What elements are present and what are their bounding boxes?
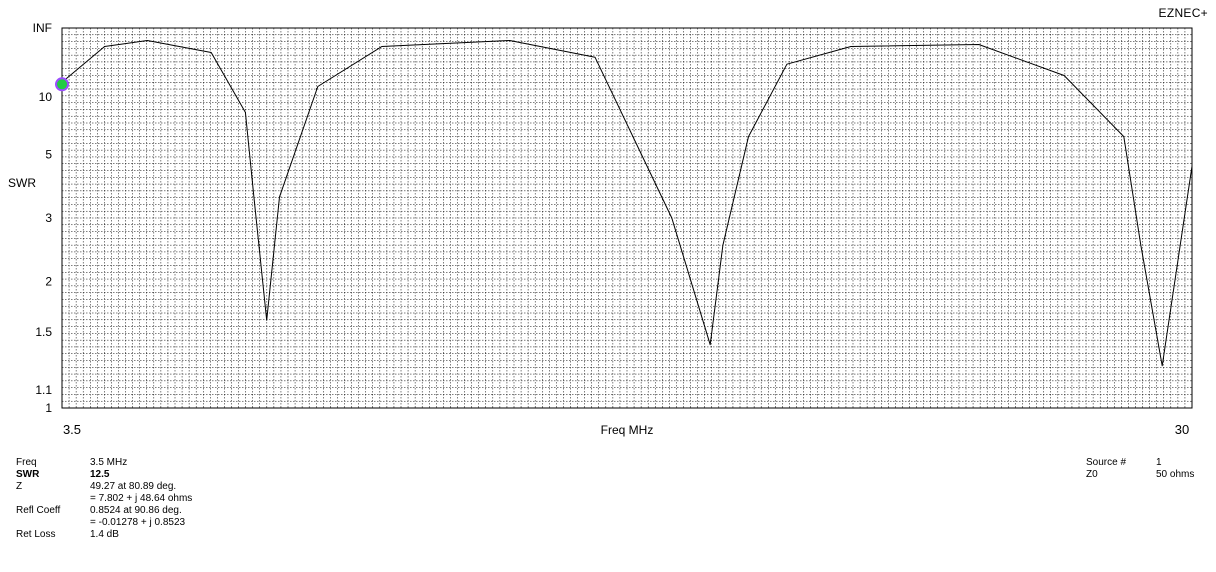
readout-panel-left: Freq 3.5 MHz SWR 12.5 Z 49.27 at 80.89 d… bbox=[16, 457, 336, 567]
refl-value: 0.8524 at 90.86 deg. bbox=[90, 505, 182, 516]
z-value: 49.27 at 80.89 deg. bbox=[90, 481, 177, 492]
app-title: EZNEC+ bbox=[1158, 6, 1208, 20]
y-tick-label: 5 bbox=[45, 148, 52, 162]
y-tick-label: 2 bbox=[45, 274, 52, 288]
swr-series-line bbox=[61, 40, 1193, 367]
refl-label: Refl Coeff bbox=[16, 505, 61, 516]
z0-label: Z0 bbox=[1086, 469, 1098, 480]
z-label: Z bbox=[16, 481, 23, 492]
y-tick-label: 1.5 bbox=[35, 325, 52, 339]
plot-frame bbox=[61, 27, 1193, 409]
swr-chart: INF 10 5 3 2 1.5 1.1 1 3.5 30 SWR Freq MHz bbox=[8, 21, 1193, 437]
y-tick-label: 1 bbox=[45, 401, 52, 415]
chart-grid bbox=[62, 28, 1192, 408]
z0-value: 50 ohms bbox=[1156, 469, 1195, 480]
y-tick-label: 1.1 bbox=[35, 383, 52, 397]
y-axis-label: SWR bbox=[8, 176, 36, 190]
y-tick-label: 10 bbox=[39, 90, 53, 104]
swr-label: SWR bbox=[16, 469, 40, 480]
ret-loss-value: 1.4 dB bbox=[90, 529, 119, 540]
x-tick-label: 3.5 bbox=[63, 422, 81, 437]
refl-value-rect: = -0.01278 + j 0.8523 bbox=[90, 517, 186, 528]
x-tick-label: 30 bbox=[1175, 422, 1189, 437]
source-label: Source # bbox=[1086, 457, 1127, 468]
ret-loss-label: Ret Loss bbox=[16, 529, 56, 540]
z-value-rect: = 7.802 + j 48.64 ohms bbox=[90, 493, 193, 504]
readout-panel-right: Source # 1 Z0 50 ohms bbox=[1086, 457, 1212, 487]
freq-label: Freq bbox=[16, 457, 37, 468]
series-layer bbox=[61, 40, 1193, 367]
y-tick-label: INF bbox=[33, 21, 52, 35]
cursor-marker[interactable] bbox=[55, 77, 69, 92]
x-axis-label: Freq MHz bbox=[601, 423, 654, 437]
freq-value: 3.5 MHz bbox=[90, 457, 128, 468]
x-tick-labels: 3.5 30 bbox=[63, 422, 1189, 437]
y-tick-labels: INF 10 5 3 2 1.5 1.1 1 bbox=[33, 21, 53, 415]
swr-value: 12.5 bbox=[90, 469, 110, 480]
source-value: 1 bbox=[1156, 457, 1162, 468]
y-tick-label: 3 bbox=[45, 211, 52, 225]
